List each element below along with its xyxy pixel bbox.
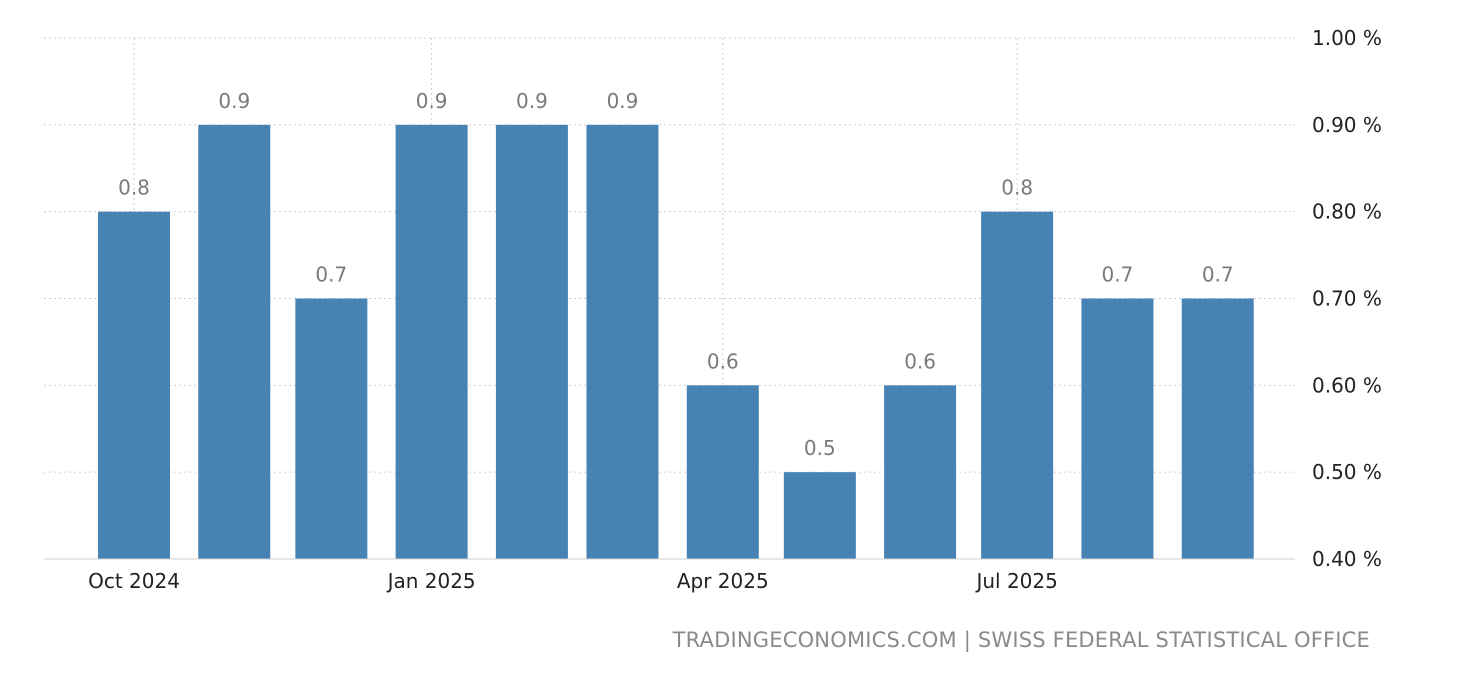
data-label: 0.5 — [804, 436, 836, 460]
y-tick-label: 0.50 % — [1312, 460, 1382, 484]
x-tick-label: Apr 2025 — [677, 569, 769, 593]
x-tick-label: Jul 2025 — [974, 569, 1057, 593]
data-label: 0.8 — [118, 176, 150, 200]
data-label: 0.9 — [218, 89, 250, 113]
y-tick-label: 0.40 % — [1312, 547, 1382, 571]
data-label: 0.7 — [1102, 263, 1134, 287]
bar — [395, 124, 468, 559]
data-label: 0.8 — [1001, 176, 1033, 200]
source-credit: TRADINGECONOMICS.COM | SWISS FEDERAL STA… — [672, 628, 1370, 652]
data-label: 0.9 — [416, 89, 448, 113]
bar — [1081, 298, 1154, 559]
bar — [98, 211, 170, 559]
bar — [884, 385, 957, 559]
bar — [686, 385, 759, 559]
y-tick-label: 1.00 % — [1312, 26, 1382, 50]
data-label: 0.7 — [1202, 263, 1234, 287]
data-label: 0.9 — [516, 89, 548, 113]
x-tick-label: Jan 2025 — [386, 569, 476, 593]
data-label: 0.6 — [707, 349, 739, 373]
data-label: 0.9 — [607, 89, 639, 113]
bar — [586, 124, 659, 559]
y-tick-label: 0.70 % — [1312, 287, 1382, 311]
bar — [981, 211, 1054, 559]
bar — [783, 472, 856, 559]
bar — [1181, 298, 1254, 559]
bar — [198, 124, 271, 559]
data-label: 0.7 — [315, 263, 347, 287]
bar — [495, 124, 568, 559]
x-tick-label: Oct 2024 — [88, 569, 180, 593]
y-tick-label: 0.90 % — [1312, 113, 1382, 137]
y-tick-label: 0.60 % — [1312, 373, 1382, 397]
y-tick-label: 0.80 % — [1312, 200, 1382, 224]
bar — [295, 298, 368, 559]
data-label: 0.6 — [904, 349, 936, 373]
